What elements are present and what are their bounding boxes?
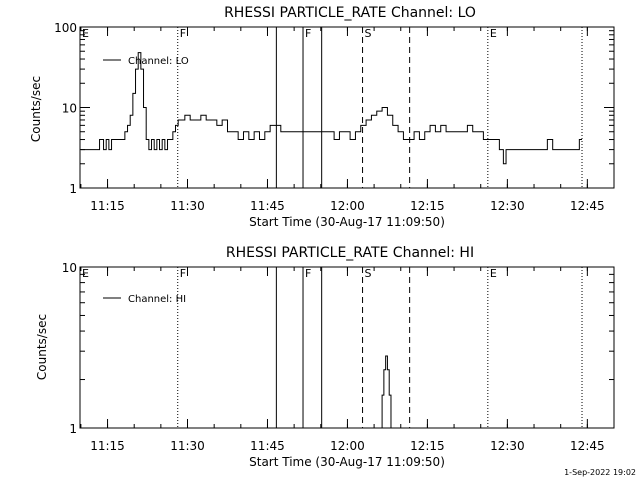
hi-panel: RHESSI PARTICLE_RATE Channel: HI Counts/…	[35, 245, 615, 469]
legend-label: Channel: HI	[128, 294, 186, 305]
x-tick-label: 12:45	[570, 439, 605, 453]
plot-marks: 1 10 11:15 11:30 11:45 12:00 12:15 12:30 12:45 E F…	[62, 261, 615, 453]
x-tick-label: 11:15	[90, 439, 125, 453]
x-tick-label: 12:00	[330, 199, 365, 213]
x-tick-label: 12:30	[490, 439, 525, 453]
series-line	[80, 52, 583, 165]
x-axis-label: Start Time (30-Aug-17 11:09:50)	[249, 215, 445, 229]
lo-panel: RHESSI PARTICLE_RATE Channel: LO Counts/…	[29, 5, 615, 229]
legend-label: Channel: LO	[128, 56, 189, 67]
series-line	[381, 355, 392, 429]
event-marker-label: E	[490, 267, 497, 280]
y-tick-label: 1	[69, 422, 77, 436]
x-axis-label: Start Time (30-Aug-17 11:09:50)	[249, 455, 445, 469]
y-axis-label: Counts/sec	[29, 76, 43, 142]
footer-timestamp: 1-Sep-2022 19:02	[564, 468, 636, 477]
event-marker-label: S	[365, 267, 372, 280]
y-tick-label: 10	[62, 102, 77, 116]
x-tick-label: 12:45	[570, 199, 605, 213]
chart-title: RHESSI PARTICLE_RATE Channel: HI	[226, 245, 474, 261]
event-marker-label: F	[305, 267, 311, 280]
event-marker-label: F	[180, 267, 186, 280]
x-tick-label: 11:15	[90, 199, 125, 213]
y-tick-label: 10	[62, 261, 77, 275]
x-tick-label: 11:45	[250, 199, 285, 213]
x-tick-label: 11:30	[170, 439, 205, 453]
x-tick-label: 11:45	[250, 439, 285, 453]
event-marker-label: E	[82, 27, 89, 40]
chart-title: RHESSI PARTICLE_RATE Channel: LO	[224, 5, 476, 21]
event-marker-label: S	[365, 27, 372, 40]
event-marker-label: F	[180, 27, 186, 40]
event-marker-label: E	[490, 27, 497, 40]
event-marker-label: F	[305, 27, 311, 40]
x-tick-label: 12:15	[410, 199, 445, 213]
y-axis-label: Counts/sec	[35, 314, 49, 380]
x-tick-label: 12:30	[490, 199, 525, 213]
x-tick-label: 11:30	[170, 199, 205, 213]
y-tick-label: 1	[69, 182, 77, 196]
event-marker-label: E	[82, 267, 89, 280]
plot-marks: 1 10 100 11:15 11:30 11:45 12:00 12:15 12:30 12:4…	[54, 21, 615, 213]
y-tick-label: 100	[54, 21, 77, 35]
x-tick-label: 12:00	[330, 439, 365, 453]
x-tick-label: 12:15	[410, 439, 445, 453]
